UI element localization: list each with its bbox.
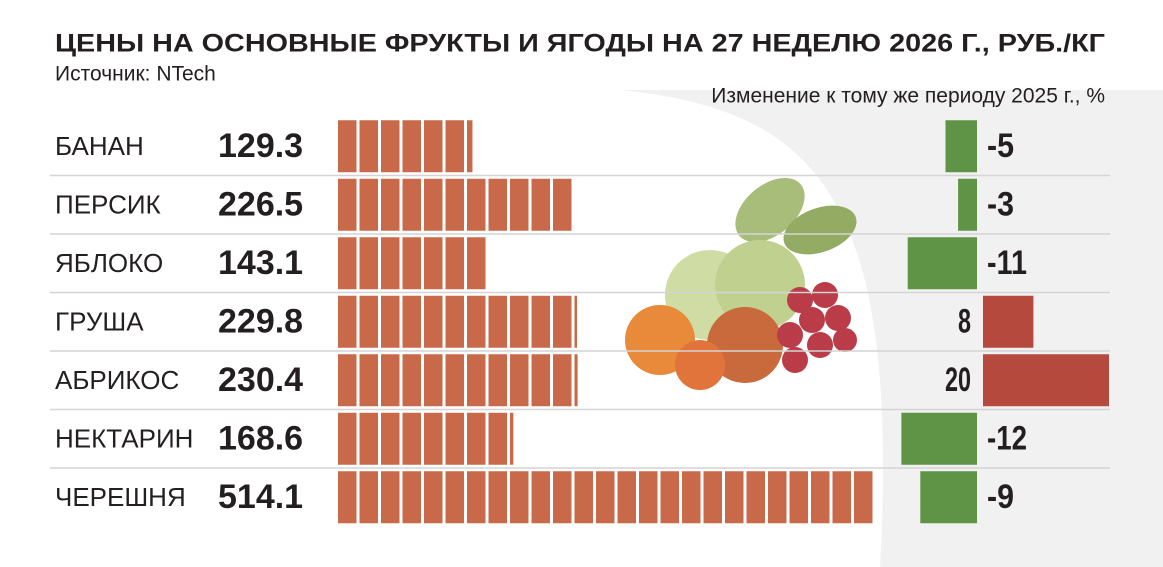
- change-label: 8: [958, 303, 971, 341]
- category-label: ЧЕРЕШНЯ: [55, 482, 186, 512]
- price-label: 143.1: [218, 244, 303, 282]
- price-bar: [338, 237, 487, 290]
- category-label: ГРУША: [55, 307, 144, 337]
- price-label: 168.6: [218, 420, 303, 458]
- price-label: 129.3: [218, 127, 303, 165]
- background-swoosh: [620, 90, 1163, 567]
- change-bar: [920, 471, 977, 524]
- category-label: НЕКТАРИН: [55, 424, 193, 454]
- price-label: 230.4: [218, 361, 303, 399]
- change-label: -12: [987, 420, 1027, 458]
- price-label: 226.5: [218, 186, 303, 224]
- price-bar: [338, 295, 577, 348]
- category-label: ПЕРСИК: [55, 190, 161, 220]
- price-bar: [338, 178, 574, 231]
- price-bar: [338, 120, 473, 173]
- change-bar: [958, 178, 977, 231]
- change-label: -5: [987, 127, 1014, 165]
- change-label: -11: [987, 244, 1027, 282]
- change-label: -3: [987, 186, 1014, 224]
- source: Источник: NTech: [55, 63, 216, 86]
- price-label: 229.8: [218, 303, 303, 341]
- change-bar: [907, 237, 977, 290]
- change-bar: [983, 354, 1109, 407]
- category-label: БАНАН: [55, 131, 144, 161]
- fruit-illustration: [625, 177, 857, 390]
- change-title: Изменение к тому же периоду 2025 г., %: [711, 85, 1105, 108]
- price-bar: [338, 412, 514, 465]
- category-label: АБРИКОС: [55, 365, 179, 395]
- change-bar: [945, 120, 977, 173]
- change-label: -9: [987, 478, 1014, 516]
- price-label: 514.1: [218, 478, 303, 516]
- category-label: ЯБЛОКО: [55, 248, 163, 278]
- price-bar: [338, 471, 873, 524]
- price-bar: [338, 354, 578, 407]
- change-bar: [901, 412, 977, 465]
- change-label: 20: [945, 361, 971, 399]
- change-bar: [983, 295, 1034, 348]
- chart-title: ЦЕНЫ НА ОСНОВНЫЕ ФРУКТЫ И ЯГОДЫ НА 27 НЕ…: [55, 30, 1105, 58]
